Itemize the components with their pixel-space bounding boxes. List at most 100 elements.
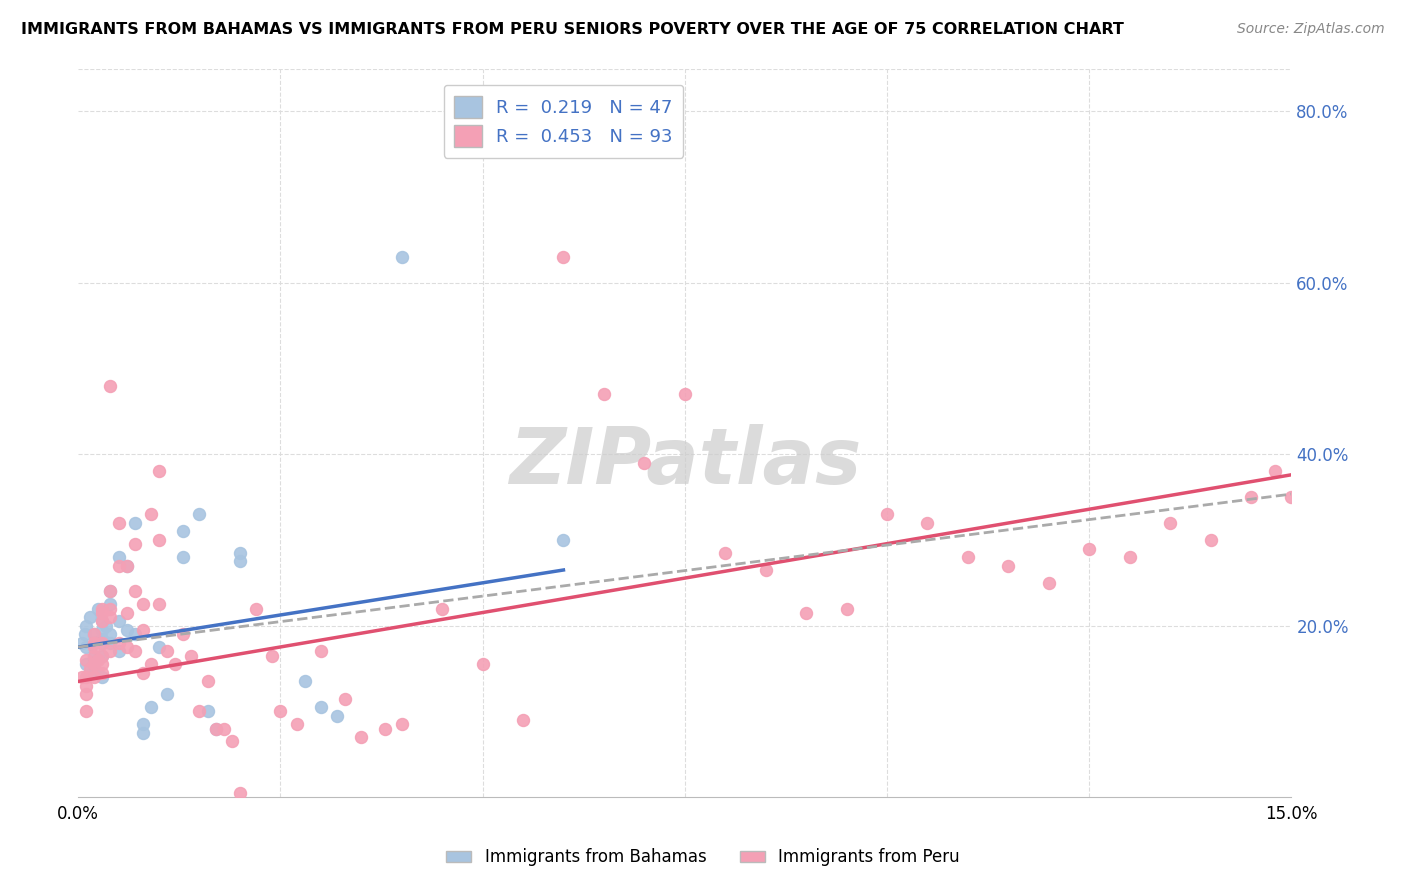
Point — [91, 623, 114, 637]
Point — [75, 640, 97, 654]
Point — [132, 717, 155, 731]
Point — [139, 508, 162, 522]
Point — [309, 644, 332, 658]
Point — [148, 533, 170, 547]
Text: Source: ZipAtlas.com: Source: ZipAtlas.com — [1237, 22, 1385, 37]
Point — [172, 627, 194, 641]
Point — [107, 558, 129, 573]
Point — [139, 700, 162, 714]
Point — [221, 734, 243, 748]
Point — [1346, 473, 1368, 487]
Point — [350, 730, 373, 744]
Point — [124, 537, 146, 551]
Point — [197, 705, 219, 719]
Point — [132, 623, 155, 637]
Point — [245, 601, 267, 615]
Point — [471, 657, 494, 672]
Point — [212, 722, 235, 736]
Point — [75, 705, 97, 719]
Point — [115, 558, 138, 573]
Point — [91, 657, 114, 672]
Point — [115, 640, 138, 654]
Point — [180, 648, 202, 663]
Point — [1199, 533, 1222, 547]
Point — [115, 606, 138, 620]
Point — [83, 648, 105, 663]
Point — [75, 687, 97, 701]
Point — [100, 584, 122, 599]
Point — [294, 674, 316, 689]
Point — [956, 550, 979, 565]
Point — [391, 250, 413, 264]
Point — [91, 665, 114, 680]
Point — [124, 516, 146, 530]
Point — [91, 615, 114, 629]
Point — [83, 636, 105, 650]
Point — [139, 657, 162, 672]
Point — [124, 644, 146, 658]
Point — [512, 713, 534, 727]
Point — [285, 717, 308, 731]
Point — [309, 700, 332, 714]
Point — [107, 636, 129, 650]
Point — [1078, 541, 1101, 556]
Point — [124, 584, 146, 599]
Point — [1402, 447, 1406, 461]
Point — [75, 679, 97, 693]
Point — [100, 584, 122, 599]
Point — [1385, 456, 1406, 470]
Point — [1240, 490, 1263, 504]
Point — [204, 722, 226, 736]
Point — [83, 657, 105, 672]
Point — [553, 250, 575, 264]
Text: IMMIGRANTS FROM BAHAMAS VS IMMIGRANTS FROM PERU SENIORS POVERTY OVER THE AGE OF : IMMIGRANTS FROM BAHAMAS VS IMMIGRANTS FR… — [21, 22, 1123, 37]
Point — [100, 601, 122, 615]
Point — [91, 636, 114, 650]
Point — [83, 648, 105, 663]
Point — [262, 648, 284, 663]
Point — [91, 648, 114, 663]
Point — [100, 610, 122, 624]
Point — [83, 636, 105, 650]
Point — [73, 627, 96, 641]
Point — [633, 456, 655, 470]
Point — [100, 597, 122, 611]
Point — [917, 516, 939, 530]
Point — [148, 597, 170, 611]
Point — [714, 546, 737, 560]
Point — [1296, 447, 1319, 461]
Point — [794, 606, 817, 620]
Point — [1264, 464, 1286, 478]
Point — [197, 674, 219, 689]
Point — [1281, 490, 1303, 504]
Point — [107, 615, 129, 629]
Point — [83, 627, 105, 641]
Point — [132, 597, 155, 611]
Point — [83, 665, 105, 680]
Point — [75, 653, 97, 667]
Point — [374, 722, 396, 736]
Point — [156, 687, 179, 701]
Point — [107, 516, 129, 530]
Point — [229, 546, 252, 560]
Point — [115, 623, 138, 637]
Point — [553, 533, 575, 547]
Point — [107, 644, 129, 658]
Point — [835, 601, 858, 615]
Point — [75, 618, 97, 632]
Point — [326, 708, 349, 723]
Point — [1159, 516, 1181, 530]
Point — [333, 691, 356, 706]
Point — [673, 387, 696, 401]
Point — [91, 670, 114, 684]
Point — [148, 640, 170, 654]
Point — [100, 636, 122, 650]
Legend: Immigrants from Bahamas, Immigrants from Peru: Immigrants from Bahamas, Immigrants from… — [440, 842, 966, 873]
Point — [132, 726, 155, 740]
Point — [1320, 464, 1343, 478]
Point — [132, 665, 155, 680]
Point — [115, 558, 138, 573]
Point — [91, 632, 114, 646]
Point — [83, 627, 105, 641]
Point — [70, 670, 93, 684]
